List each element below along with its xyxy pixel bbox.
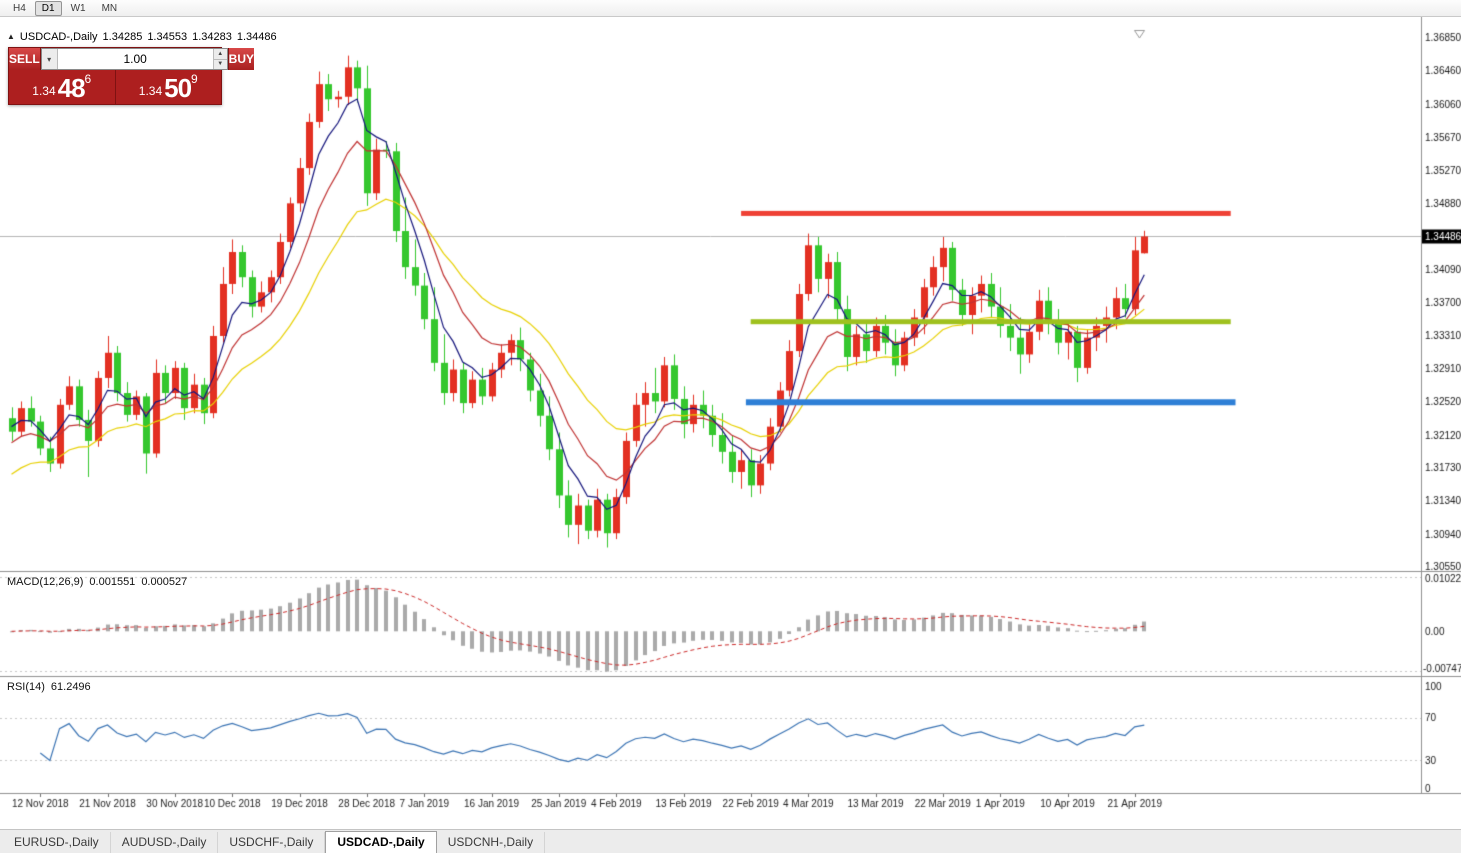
buy-price-big: 50 bbox=[164, 73, 192, 103]
macd-signal-value: 0.000527 bbox=[141, 576, 188, 588]
timeframe-d1-button[interactable]: D1 bbox=[34, 0, 62, 16]
tab-usdcad-daily[interactable]: USDCAD-,Daily bbox=[325, 831, 437, 853]
chart-ohlc-header: ▲ USDCAD-,Daily 1.34285 1.34553 1.34283 … bbox=[7, 31, 277, 43]
rsi-value: 61.2496 bbox=[50, 681, 91, 693]
volume-dropdown-button[interactable]: ▾ bbox=[41, 49, 58, 69]
status-strip bbox=[0, 813, 1461, 829]
volume-up-button[interactable]: ▲ bbox=[212, 49, 227, 60]
macd-label: MACD(12,26,9) bbox=[7, 576, 84, 588]
volume-down-button[interactable]: ▼ bbox=[212, 59, 227, 69]
buy-price-sup: 9 bbox=[191, 72, 198, 86]
rsi-label: RSI(14) bbox=[7, 681, 45, 693]
timeframe-w1-button[interactable]: W1 bbox=[70, 2, 86, 14]
tab-usdchf-daily[interactable]: USDCHF-,Daily bbox=[218, 832, 326, 853]
chart-tabbar: EURUSD-,Daily AUDUSD-,Daily USDCHF-,Dail… bbox=[0, 829, 1461, 853]
rsi-header: RSI(14) 61.2496 bbox=[7, 681, 91, 693]
timeframe-toolbar: H4 D1 W1 MN bbox=[0, 0, 1461, 17]
tab-usdcnh-daily[interactable]: USDCNH-,Daily bbox=[437, 832, 546, 853]
volume-spinner: ▲ ▼ bbox=[212, 49, 227, 69]
macd-header: MACD(12,26,9) 0.001551 0.000527 bbox=[7, 576, 187, 588]
timeframe-mn-button[interactable]: MN bbox=[101, 2, 118, 14]
volume-input[interactable] bbox=[57, 49, 213, 69]
buy-button[interactable]: BUY bbox=[227, 48, 255, 70]
buy-price[interactable]: 1.34 50 9 bbox=[116, 70, 222, 104]
sell-price-big: 48 bbox=[57, 73, 86, 103]
open-value: 1.34285 bbox=[102, 31, 143, 43]
sell-price[interactable]: 1.34 48 6 bbox=[9, 70, 116, 104]
sell-button[interactable]: SELL bbox=[9, 48, 41, 70]
high-value: 1.34553 bbox=[147, 31, 188, 43]
symbol-label: USDCAD-,Daily bbox=[19, 31, 98, 43]
price-chart-canvas[interactable] bbox=[0, 17, 1461, 813]
sell-price-sup: 6 bbox=[84, 72, 92, 86]
sell-price-base: 1.34 bbox=[32, 84, 56, 98]
tab-audusd-daily[interactable]: AUDUSD-,Daily bbox=[111, 832, 219, 853]
one-click-toggle-icon[interactable]: ▲ bbox=[7, 32, 15, 41]
low-value: 1.34283 bbox=[192, 31, 232, 43]
timeframe-h4-button[interactable]: H4 bbox=[13, 2, 26, 14]
macd-value: 0.001551 bbox=[89, 576, 136, 588]
buy-price-base: 1.34 bbox=[138, 84, 163, 98]
tab-eurusd-daily[interactable]: EURUSD-,Daily bbox=[3, 832, 111, 853]
volume-control: ▾ ▲ ▼ bbox=[40, 48, 228, 70]
close-value: 1.34486 bbox=[236, 31, 277, 43]
